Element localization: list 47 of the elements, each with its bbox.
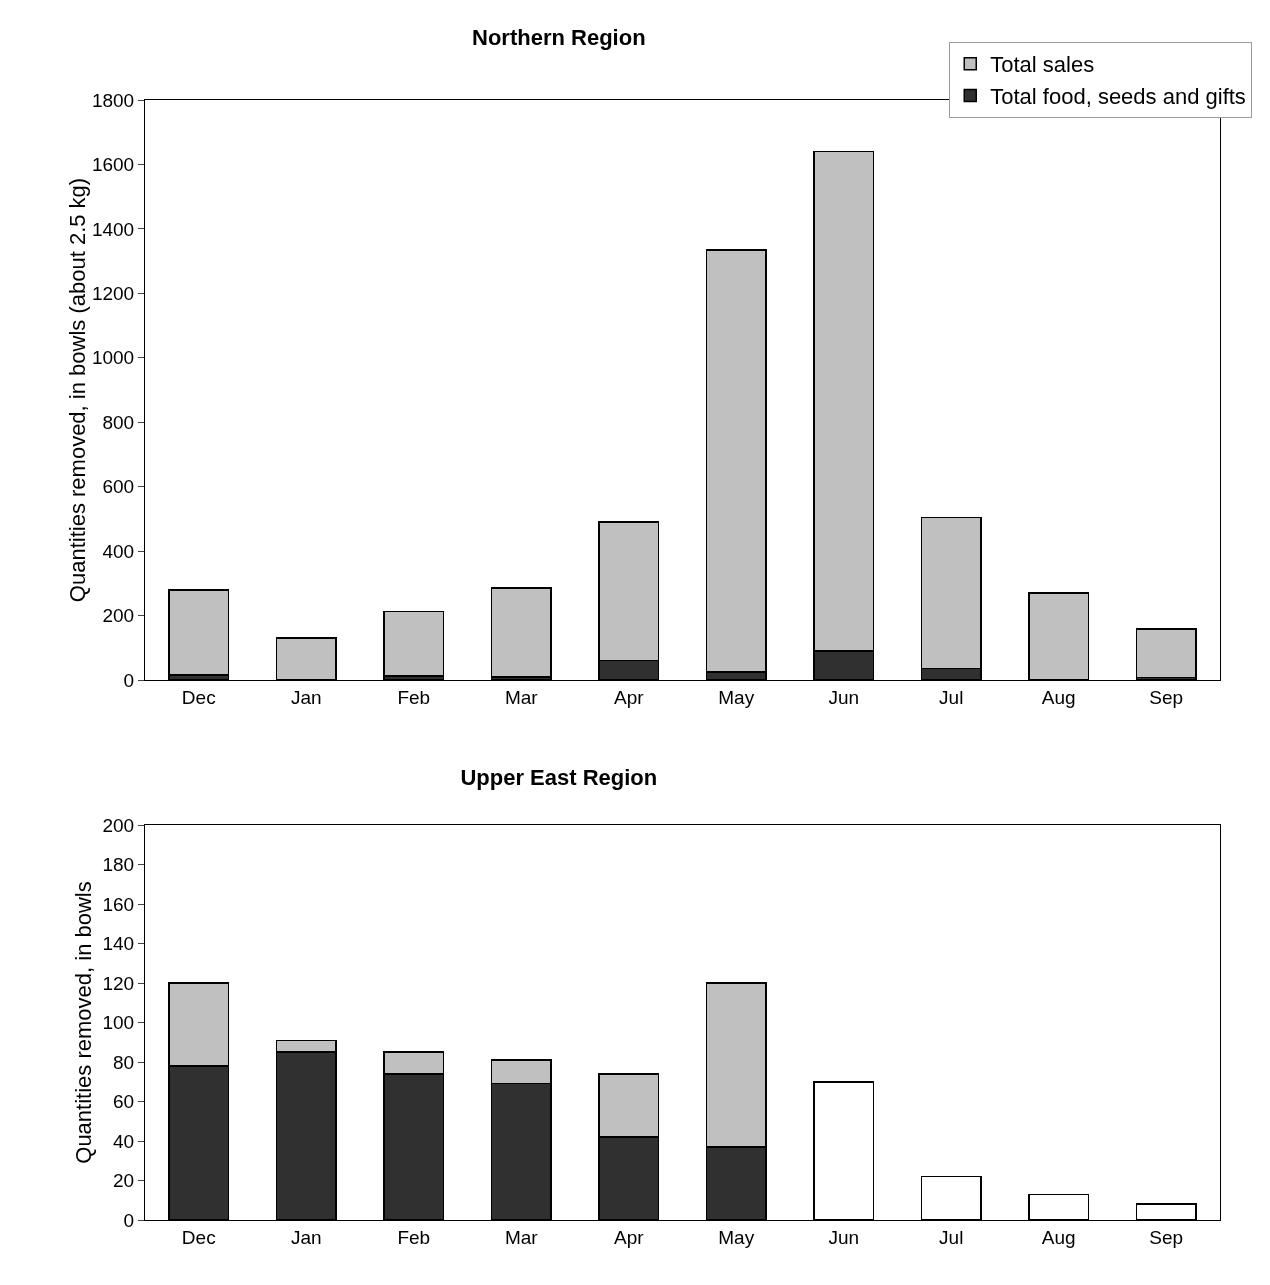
- x-tick-label: Feb: [397, 686, 431, 708]
- y-tick-label: 1400: [91, 218, 135, 240]
- y-tick-label: 400: [102, 540, 135, 562]
- x-tick-label: Jun: [828, 686, 860, 708]
- y-tick-label: 600: [102, 476, 135, 498]
- legend-label: Total food, seeds and gifts: [990, 83, 1246, 109]
- x-tick-label: Dec: [181, 1226, 216, 1248]
- x-tick-label: Feb: [397, 1226, 431, 1248]
- y-tick-label: 20: [113, 1170, 135, 1192]
- y-tick-label: 120: [102, 972, 135, 994]
- y-tick-label: 200: [102, 814, 135, 836]
- x-tick-label: Jul: [939, 686, 964, 708]
- y-tick-label: 1800: [91, 89, 135, 111]
- x-tick-label: Jun: [828, 1226, 860, 1248]
- x-tick-label: Jan: [290, 1226, 322, 1248]
- y-tick-label: 200: [102, 605, 135, 627]
- x-tick-label: Aug: [1041, 686, 1076, 708]
- x-tick-label: Dec: [181, 686, 216, 708]
- y-tick-label: 140: [102, 933, 135, 955]
- y-tick-label: 0: [123, 1209, 135, 1231]
- y-tick-label: 160: [102, 893, 135, 915]
- y-axis-title: Quantities removed, in bowls: [71, 881, 96, 1164]
- x-tick-label: Sep: [1149, 1226, 1184, 1248]
- x-tick-label: Aug: [1041, 1226, 1076, 1248]
- y-tick-label: 60: [113, 1091, 135, 1113]
- y-tick-label: 100: [102, 1012, 135, 1034]
- y-tick-label: 1200: [91, 282, 135, 304]
- y-tick-label: 40: [113, 1130, 135, 1152]
- y-axis-title: Quantities removed, in bowls (about 2.5 kg): [64, 177, 90, 603]
- x-tick-label: Sep: [1149, 686, 1184, 708]
- x-tick-label: Apr: [613, 686, 645, 708]
- chart-title: Northern Region: [472, 25, 646, 51]
- y-tick-label: 80: [113, 1051, 135, 1073]
- y-tick-label: 1600: [91, 154, 135, 176]
- x-tick-label: Apr: [613, 1226, 645, 1248]
- y-tick-label: 0: [123, 669, 135, 691]
- x-tick-label: May: [718, 686, 755, 708]
- x-tick-label: May: [718, 1226, 755, 1248]
- y-tick-label: 800: [102, 411, 135, 433]
- x-tick-label: Jul: [939, 1226, 964, 1248]
- legend-label: Total sales: [990, 52, 1095, 78]
- y-tick-label: 1000: [91, 347, 135, 369]
- x-tick-label: Jan: [290, 686, 322, 708]
- chart-title: Upper East Region: [460, 765, 658, 791]
- y-tick-label: 180: [102, 854, 135, 876]
- x-tick-label: Mar: [504, 686, 539, 708]
- x-tick-label: Mar: [504, 1226, 539, 1248]
